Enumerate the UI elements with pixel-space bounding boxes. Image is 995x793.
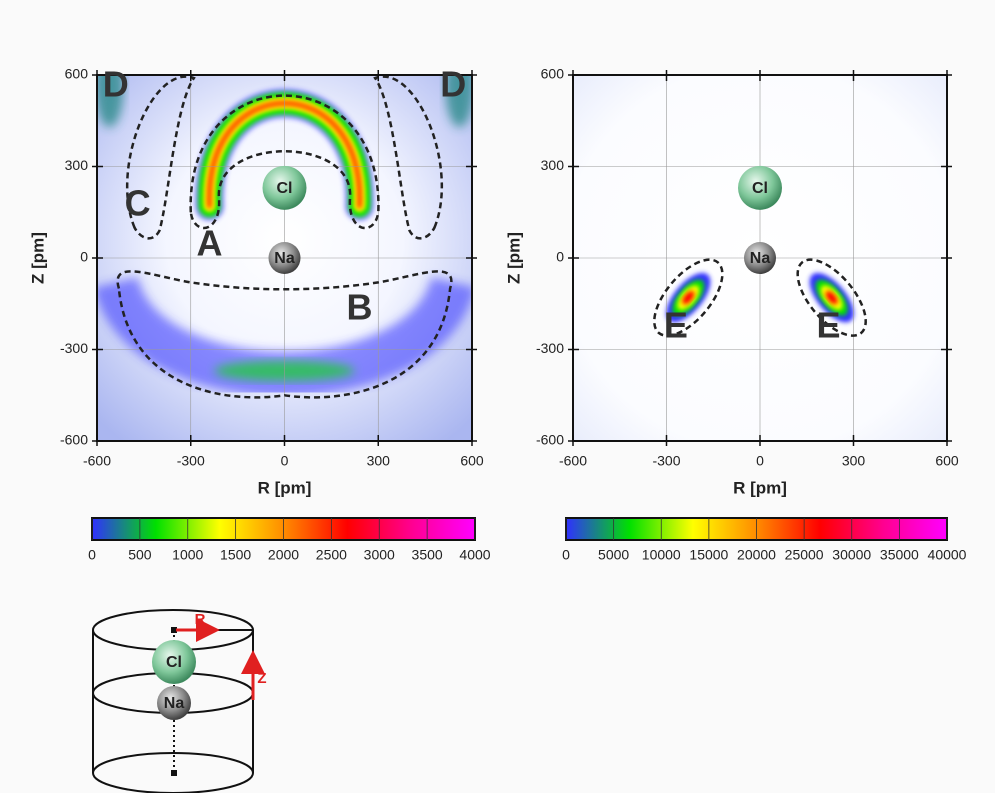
region-label: D [440,64,466,105]
x-tick-label: 0 [281,453,289,469]
region-label: E [664,305,688,346]
colorbar-tick-label: 35000 [880,547,919,563]
x-tick-label: -600 [83,453,111,469]
y-tick-label: 600 [541,66,565,82]
y-tick-label: 600 [65,66,89,82]
atom-label: Na [750,250,771,267]
colorbar-tick-label: 30000 [832,547,871,563]
colorbar-tick-label: 25000 [785,547,824,563]
colorbar-tick-label: 500 [128,547,152,563]
y-tick-label: 0 [80,249,88,265]
heatmap: -600 -300 0 300 600 -600 -300 0 300 600 R [pm] Z [p… [28,47,490,563]
colorbar-tick-label: 20000 [737,547,776,563]
region-label: A [197,222,223,263]
atom-label: Cl [277,180,293,197]
colorbar-tick-label: 10000 [642,547,681,563]
y-axis-label: Z [pm] [504,232,523,284]
y-tick-label: 0 [556,249,564,265]
colorbar-tick-label: 40000 [928,547,967,563]
x-axis-label: R [pm] [258,478,312,497]
colorbar-tick-label: 0 [88,547,96,563]
colorbar-tick-label: 0 [562,547,570,563]
y-axis-label: Z [pm] [28,232,47,284]
axial-label: Z [257,670,266,687]
region-label: E [817,305,841,346]
atom-label: Cl [166,654,182,671]
figure: -600 -300 0 300 600 -600 -300 0 300 600 R [pm] Z [p… [0,0,995,793]
x-tick-label: 0 [756,453,764,469]
colorbar-tick-label: 2000 [268,547,299,563]
atom-label: Na [274,250,295,267]
colorbar-tick-label: 1500 [220,547,251,563]
heatmap: -600 -300 0 300 600 -600 -300 0 300 600 R [pm] Z [p… [504,66,966,563]
x-tick-label: 300 [842,453,866,469]
colorbar-tick-label: 3000 [364,547,395,563]
region-label: C [125,183,151,224]
colorbar-tick-label: 4000 [459,547,490,563]
y-tick-label: -300 [536,340,564,356]
region-label: D [103,64,129,105]
x-tick-label: 600 [935,453,959,469]
atom-label: Na [164,695,185,712]
x-axis-label: R [pm] [733,478,787,497]
colorbar-tick-label: 15000 [689,547,728,563]
x-tick-label: 600 [460,453,484,469]
atom-label: Cl [752,180,768,197]
y-tick-label: -300 [60,340,88,356]
colorbar-tick-label: 2500 [316,547,347,563]
radial-label: R [195,611,206,628]
x-tick-label: 300 [367,453,391,469]
colorbar-tick-label: 5000 [598,547,629,563]
colorbar-tick-label: 3500 [412,547,443,563]
y-tick-label: -600 [536,432,564,448]
colorbar-tick-label: 1000 [172,547,203,563]
x-tick-label: -300 [177,453,205,469]
y-tick-label: -600 [60,432,88,448]
x-tick-label: -600 [559,453,587,469]
y-tick-label: 300 [541,157,565,173]
x-tick-label: -300 [652,453,680,469]
y-tick-label: 300 [65,157,89,173]
region-label: B [347,286,373,327]
